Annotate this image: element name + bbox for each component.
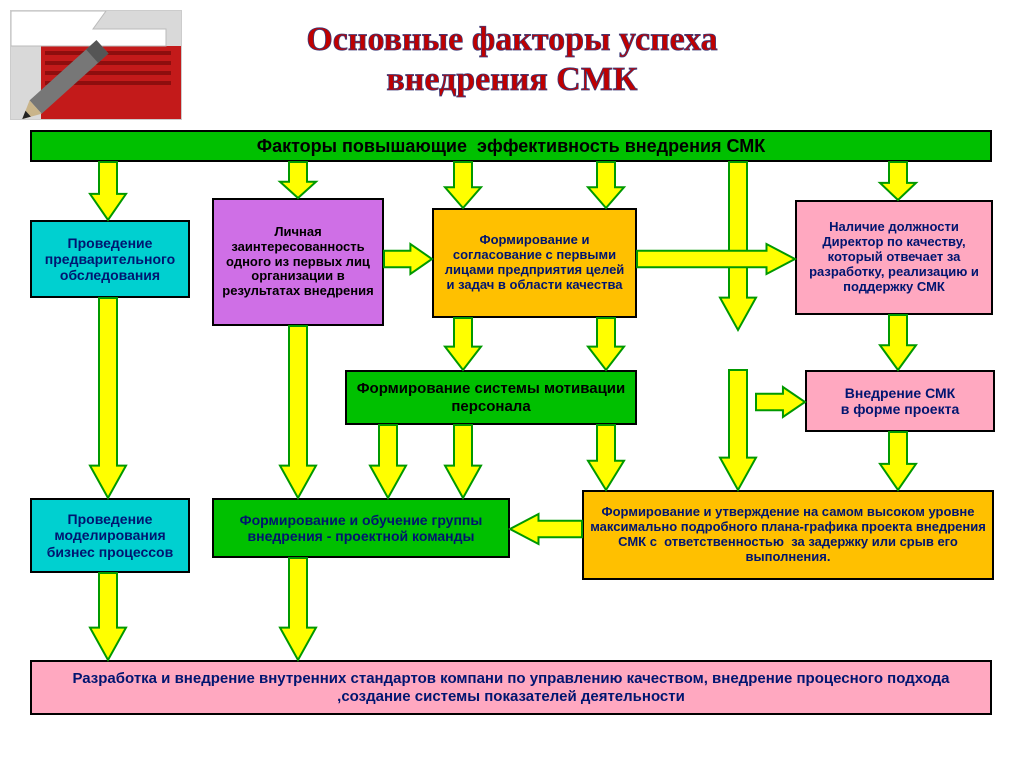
box-top_bar: Факторы повышающие эффективность внедрен… [30,130,992,162]
arrow-b8-to-bottom [280,558,316,660]
arrow-col5-to-b6 [756,387,805,417]
box-b3: Формирование и согласование с первыми ли… [432,208,637,318]
arrow-b9-to-b8 [510,514,582,544]
arrow-b5-to-b8-r [445,425,481,498]
arrow-b1-to-b7 [90,298,126,498]
box-b6: Внедрение СМК в форме проекта [805,370,995,432]
arrow-b2-to-b3 [384,244,432,274]
svg-text:внедрения СМК: внедрения СМК [386,61,638,98]
arrow-b3-to-b5-l [445,318,481,370]
arrow-b7-to-bottom [90,573,126,660]
arrow-top-to-b4 [880,162,916,200]
arrow-top-to-col4 [588,162,624,208]
arrow-top-to-b1 [90,162,126,220]
arrow-b5-to-b9 [588,425,624,490]
diagram-canvas: { "structure_type": "flowchart", "backgr… [0,0,1024,768]
svg-text:Основные факторы успеха: Основные факторы успеха [306,21,717,58]
arrow-top-to-b2 [280,162,316,198]
arrow-b5-to-b8-l [370,425,406,498]
arrow-col5-to-b9 [720,370,756,490]
box-b8: Формирование и обучение группы внедрения… [212,498,510,558]
box-bottom_bar: Разработка и внедрение внутренних станда… [30,660,992,715]
arrow-top-to-col3 [445,162,481,208]
box-b5: Формирование системы мотивации персонала [345,370,637,425]
box-b9: Формирование и утверждение на самом высо… [582,490,994,580]
page-title: Основные факторы успеха внедрения СМК [0,10,1024,125]
arrow-b4-to-b6 [880,315,916,370]
arrow-b2-to-b8 [280,326,316,498]
arrow-b6-to-b9 [880,432,916,490]
box-b2: Личная заинтересованность одного из перв… [212,198,384,326]
arrow-b3-to-b5-r [588,318,624,370]
box-b4: Наличие должности Директор по качеству, … [795,200,993,315]
box-b1: Проведение предварительного обследования [30,220,190,298]
box-b7: Проведение моделирования бизнес процессо… [30,498,190,573]
title-svg: Основные факторы успеха внедрения СМК [0,10,1024,120]
arrow-b3-to-b4 [637,244,795,274]
